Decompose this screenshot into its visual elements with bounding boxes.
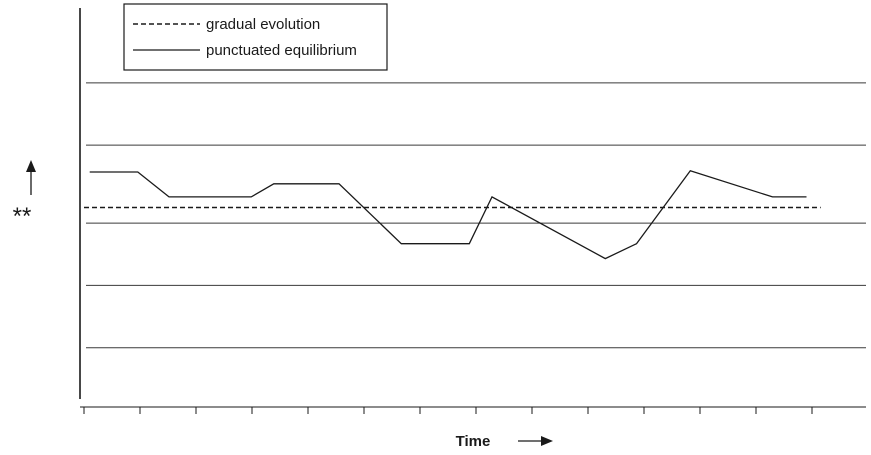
y-axis-label-group: ** xyxy=(13,160,36,230)
y-axis-label: ** xyxy=(13,203,32,230)
x-axis-ticks xyxy=(83,407,813,414)
legend-box xyxy=(123,3,388,71)
x-axis-label: Time xyxy=(456,433,491,450)
series-line-punctuated-equilibrium xyxy=(89,169,807,260)
horizontal-gridlines xyxy=(86,82,866,349)
x-axis-label-group: Time xyxy=(456,433,553,450)
series-layer xyxy=(84,169,821,260)
legend-label-punctuated-equilibrium: punctuated equilibrium xyxy=(206,42,357,59)
legend-label-gradual-evolution: gradual evolution xyxy=(206,16,320,33)
y-axis-arrow-head xyxy=(26,160,36,172)
x-axis-arrow-head xyxy=(541,436,553,446)
legend: gradual evolution punctuated equilibrium xyxy=(123,3,388,71)
